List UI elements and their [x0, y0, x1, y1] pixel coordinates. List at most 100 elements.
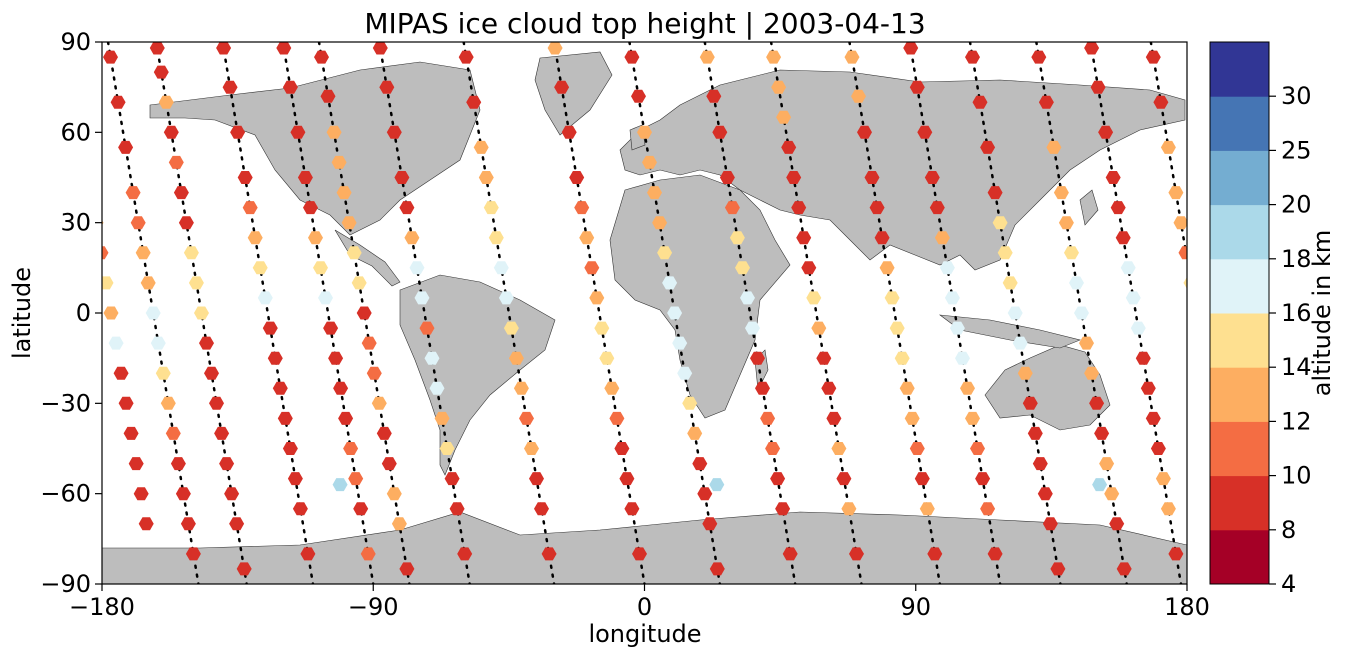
cloud-top-marker: [614, 442, 630, 455]
cloud-top-marker: [1145, 411, 1161, 425]
cloud-top-marker: [682, 396, 698, 410]
cloud-top-marker: [503, 321, 519, 335]
cloud-top-marker: [987, 186, 1003, 200]
cloud-top-marker: [348, 472, 364, 486]
cloud-top-marker: [353, 502, 369, 516]
cloud-top-marker: [229, 517, 245, 531]
cloud-top-marker: [414, 291, 430, 305]
cloud-top-marker: [699, 50, 715, 64]
x-tick-label: 90: [900, 593, 931, 621]
cloud-top-marker: [1092, 478, 1108, 492]
cloud-top-marker: [702, 517, 718, 531]
cloud-top-marker: [313, 261, 328, 275]
cloud-top-marker: [844, 50, 860, 64]
cloud-top-marker: [168, 155, 184, 169]
cloud-top-marker: [332, 478, 348, 492]
cloud-top-marker: [125, 186, 141, 200]
cloud-top-marker: [356, 306, 372, 320]
cloud-top-marker: [222, 80, 238, 94]
cloud-top-marker: [637, 125, 652, 139]
cloud-top-marker: [735, 261, 750, 275]
cloud-top-marker: [609, 411, 625, 425]
orbit-track-line: [769, 42, 863, 584]
cloud-top-marker: [209, 396, 224, 410]
cloud-top-marker: [1160, 140, 1176, 154]
cloud-top-marker: [386, 487, 402, 501]
cloud-top-marker: [483, 201, 499, 215]
cloud-top-marker: [424, 351, 440, 365]
cloud-top-marker: [604, 381, 620, 395]
cloud-top-marker: [508, 351, 524, 365]
cloud-top-marker: [1173, 216, 1187, 230]
cloud-top-marker: [1089, 396, 1105, 410]
cloud-top-marker: [909, 442, 925, 455]
cloud-top-marker: [326, 125, 342, 139]
cloud-top-marker: [1038, 95, 1054, 109]
cloud-top-marker: [145, 306, 161, 320]
x-tick-label: −90: [348, 593, 399, 621]
cloud-top-marker: [1022, 396, 1038, 410]
cloud-top-marker: [594, 321, 610, 335]
cloud-top-marker: [466, 95, 482, 109]
cloud-top-marker: [1074, 306, 1089, 320]
cloud-top-marker: [841, 502, 857, 516]
cloud-top-marker: [257, 291, 273, 305]
cloud-top-marker: [180, 517, 196, 531]
cloud-top-marker: [449, 502, 465, 516]
y-axis-label: latitude: [8, 267, 36, 359]
cloud-top-marker: [102, 246, 109, 260]
australia-landmass: [984, 344, 1111, 431]
cloud-top-marker: [712, 125, 728, 139]
cloud-top-marker: [939, 261, 955, 275]
cloud-top-marker: [160, 396, 176, 410]
cloud-top-marker: [155, 366, 171, 380]
cloud-top-marker: [960, 381, 975, 395]
cloud-top-marker: [360, 547, 376, 561]
cloud-top-marker: [869, 201, 885, 215]
cloud-top-marker: [851, 89, 866, 103]
x-tick-label: 0: [637, 593, 652, 621]
cloud-top-marker: [361, 336, 377, 350]
colorbar-tick-label: 10: [1281, 462, 1312, 490]
cloud-top-marker: [103, 50, 118, 64]
cloud-top-marker: [903, 42, 919, 55]
greenland-landmass: [534, 51, 613, 136]
colorbar-tick-label: 20: [1281, 191, 1312, 219]
cloud-top-marker: [513, 381, 529, 395]
cloud-top-marker: [394, 171, 410, 184]
y-tick-label: 30: [60, 209, 91, 237]
cloud-top-marker: [314, 50, 329, 64]
orbit-track-line: [1149, 42, 1187, 267]
cloud-top-marker: [478, 171, 494, 184]
cloud-top-marker: [173, 186, 189, 200]
cloud-top-marker: [458, 50, 474, 64]
cloud-top-marker: [589, 291, 605, 305]
cloud-top-marker: [992, 216, 1008, 230]
cloud-top-marker: [163, 125, 179, 139]
cloud-top-marker: [677, 366, 693, 380]
cloud-top-marker: [419, 321, 435, 335]
cloud-top-marker: [766, 50, 782, 64]
cloud-top-marker: [624, 50, 640, 64]
cloud-top-marker: [1109, 517, 1125, 531]
cloud-top-marker: [1120, 261, 1136, 275]
cloud-top-marker: [185, 547, 201, 561]
cloud-top-marker: [1058, 216, 1074, 230]
cloud-top-marker: [529, 472, 544, 486]
cloud-top-marker: [917, 125, 933, 139]
cloud-top-marker: [236, 562, 252, 576]
y-tick-label: 0: [76, 299, 91, 327]
cloud-top-marker: [879, 261, 895, 275]
cloud-top-marker: [579, 231, 595, 245]
colorbar-tick-label: 12: [1281, 407, 1312, 435]
cloud-top-marker: [1130, 321, 1146, 335]
cloud-top-marker: [282, 80, 298, 94]
cloud-top-marker: [1155, 472, 1171, 486]
cloud-top-marker: [242, 201, 258, 215]
cloud-top-marker: [1104, 487, 1120, 501]
cloud-top-marker: [632, 547, 647, 561]
cloud-top-marker: [158, 95, 174, 109]
colorbar-segment: [1210, 150, 1269, 206]
cloud-top-marker: [1064, 246, 1079, 260]
